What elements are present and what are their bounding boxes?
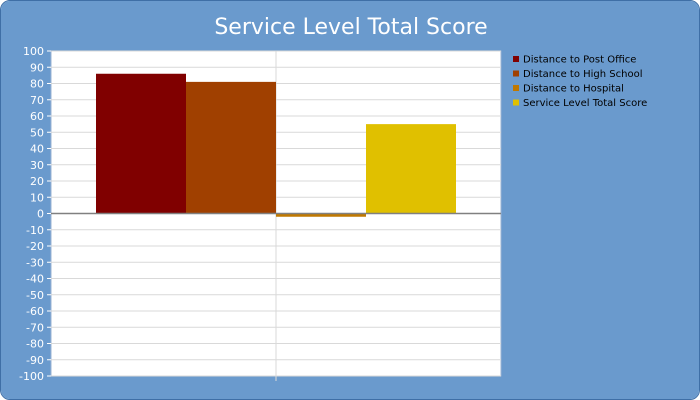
legend-label: Distance to Post Office [523,55,636,66]
legend-swatch [513,56,519,62]
y-tick-label: -80 [26,338,44,351]
bars [51,73,501,217]
legend-swatch [513,85,519,91]
bar [366,124,456,214]
y-tick-label: 100 [23,45,44,58]
y-tick-label: 70 [30,94,44,107]
legend-label: Service Level Total Score [523,98,647,109]
y-tick-label: -60 [26,305,44,318]
legend-label: Distance to Hospital [523,84,624,95]
y-tick-label: 20 [30,175,44,188]
y-tick-label: 80 [30,78,44,91]
y-tick-label: 40 [30,143,44,156]
legend-label: Distance to High School [523,69,642,80]
legend-swatch [513,99,519,106]
y-tick-label: -70 [26,321,44,334]
y-tick-label: 0 [37,208,44,221]
y-tick-label: 50 [30,126,44,139]
bar [186,81,276,214]
y-tick-label: -50 [26,289,44,302]
y-tick-label: -30 [26,256,44,269]
legend: Distance to Post Office Distance to High … [513,55,647,109]
bar [96,73,186,214]
y-tick-label: 10 [30,191,44,204]
y-tick-label: -20 [26,240,44,253]
y-tick-label: -100 [19,370,44,383]
bar [276,213,366,217]
y-tick-label: 90 [30,61,44,74]
y-tick-label: 30 [30,159,44,172]
y-tick-label: -10 [26,224,44,237]
y-tick-label: -40 [26,273,44,286]
chart-title: Service Level Total Score [214,15,487,40]
y-tick-label: -90 [26,354,44,367]
legend-swatch [513,70,519,77]
y-tick-label: 60 [30,110,44,123]
y-axis: -100-90-80-70-60-50-40-30-20-10010203040… [19,45,51,383]
